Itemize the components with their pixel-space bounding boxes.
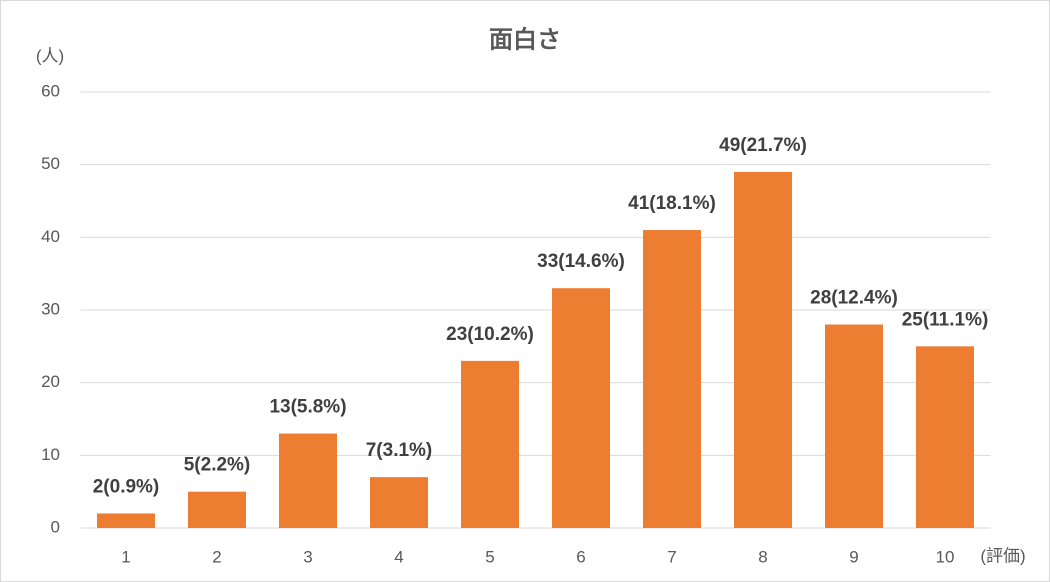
x-tick-label: 7 <box>667 547 676 566</box>
x-tick-label: 8 <box>758 547 767 566</box>
value-label: 28(12.4%) <box>810 288 898 309</box>
bar <box>97 513 155 528</box>
x-tick-label: 5 <box>485 547 494 566</box>
x-tick-label: 9 <box>849 547 858 566</box>
value-label: 33(14.6%) <box>537 251 625 272</box>
x-axis-label: (評価) <box>980 546 1025 565</box>
bar <box>643 230 701 529</box>
bar <box>825 324 883 528</box>
chart-title: 面白さ <box>489 25 561 53</box>
value-label: 25(11.1%) <box>902 309 989 330</box>
y-tick-label: 0 <box>51 517 60 536</box>
y-tick-label: 10 <box>41 445 60 464</box>
bar <box>279 433 337 528</box>
bar <box>734 171 792 528</box>
value-label: 41(18.1%) <box>628 193 716 214</box>
y-tick-label: 60 <box>41 81 60 100</box>
value-label: 49(21.7%) <box>719 135 807 156</box>
bar <box>188 491 246 528</box>
bar <box>552 288 610 528</box>
value-label: 7(3.1%) <box>366 440 433 461</box>
y-axis-label: (人) <box>36 46 64 65</box>
x-tick-label: 3 <box>303 547 312 566</box>
bar <box>916 346 974 528</box>
value-label: 2(0.9%) <box>93 476 160 497</box>
y-tick-label: 20 <box>41 372 60 391</box>
y-tick-label: 40 <box>41 227 60 246</box>
x-tick-label: 10 <box>936 547 955 566</box>
x-tick-label: 1 <box>121 547 130 566</box>
x-tick-label: 6 <box>576 547 585 566</box>
y-tick-label: 50 <box>41 154 60 173</box>
value-label: 23(10.2%) <box>446 324 534 345</box>
bar <box>461 360 519 528</box>
value-label: 5(2.2%) <box>184 455 251 476</box>
x-tick-label: 4 <box>394 547 403 566</box>
y-tick-label: 30 <box>41 299 60 318</box>
x-tick-label: 2 <box>212 547 221 566</box>
bar <box>370 477 428 528</box>
value-label: 13(5.8%) <box>269 397 346 418</box>
